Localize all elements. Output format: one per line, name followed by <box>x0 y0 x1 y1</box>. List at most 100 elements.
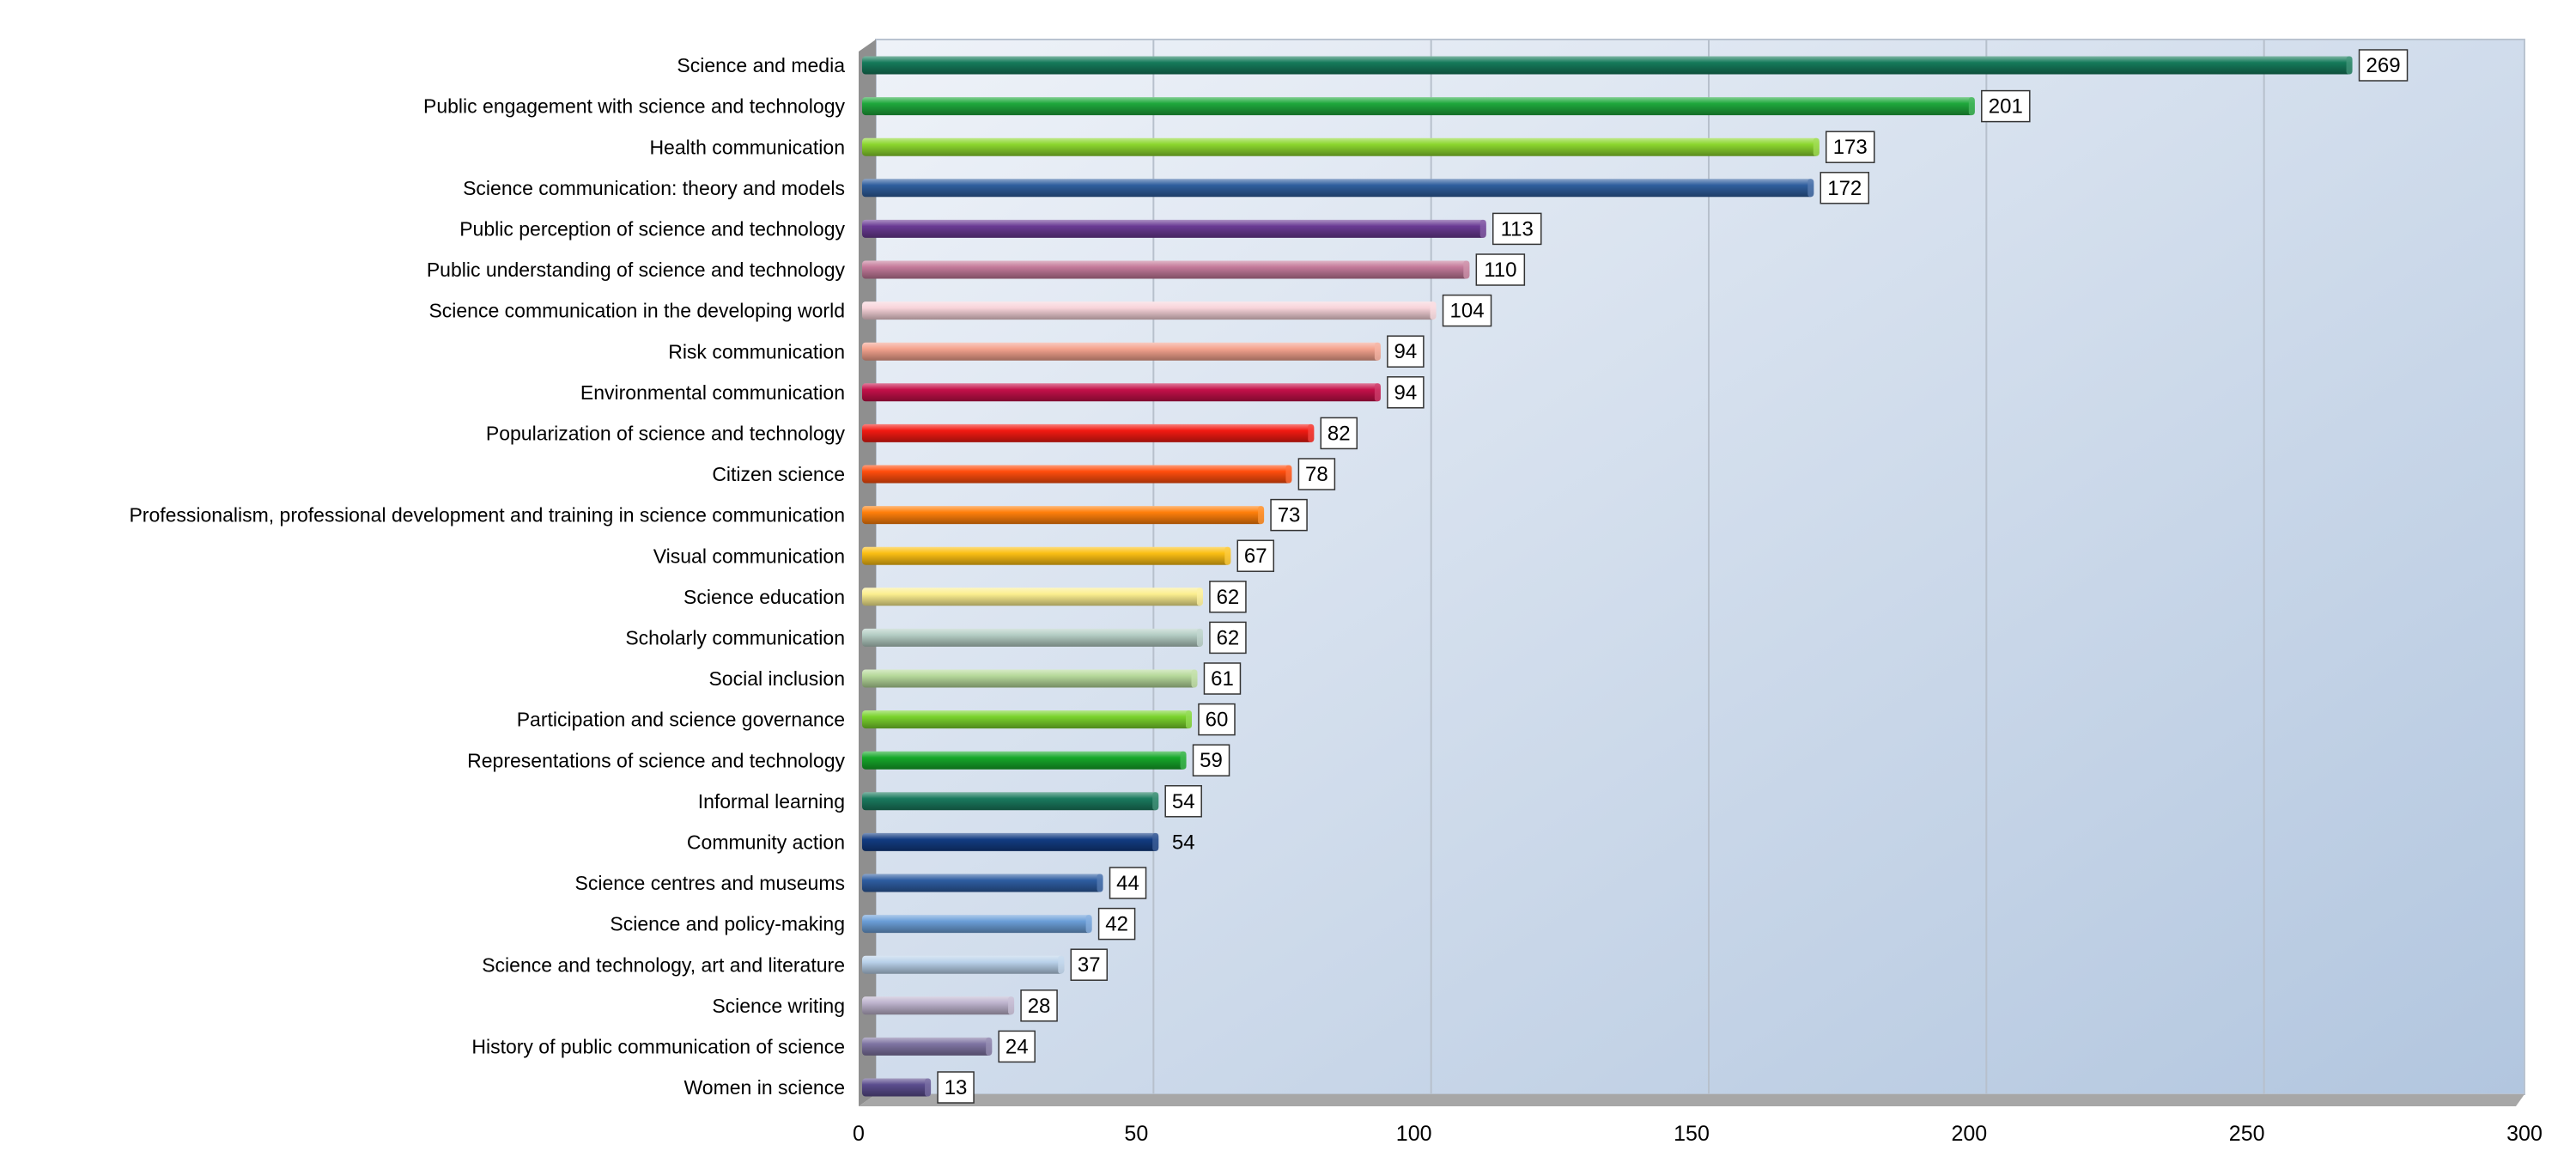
category-label: Public understanding of science and tech… <box>427 259 846 281</box>
bar[interactable] <box>862 669 1198 688</box>
bar-end-cap <box>1097 874 1103 892</box>
bar[interactable] <box>862 874 1103 892</box>
data-label-box <box>1164 785 1202 818</box>
bar[interactable] <box>862 832 1159 851</box>
plot-area <box>875 39 2525 1095</box>
bar-end-cap <box>1180 751 1187 770</box>
bar-end-cap <box>1308 423 1315 442</box>
data-label: 113 <box>1501 217 1534 240</box>
data-label: 54 <box>1172 790 1195 813</box>
category-label: Participation and science governance <box>517 709 845 731</box>
data-label: 82 <box>1327 422 1351 445</box>
bar-end-cap <box>1191 669 1198 688</box>
data-label: 62 <box>1217 586 1240 609</box>
bar-end-cap <box>1374 383 1381 402</box>
category-label: Women in science <box>684 1076 846 1099</box>
data-label: 59 <box>1200 749 1223 772</box>
data-label-box <box>1320 417 1358 450</box>
data-label-box <box>2358 49 2409 82</box>
bar[interactable] <box>862 260 1470 279</box>
x-tick-label: 300 <box>2506 1122 2543 1146</box>
data-label-box <box>1825 131 1875 163</box>
bar[interactable] <box>862 465 1292 484</box>
category-label: Environmental communication <box>580 381 845 404</box>
data-label-box <box>1198 703 1236 736</box>
bar-end-cap <box>1968 97 1975 116</box>
data-label: 78 <box>1305 463 1328 486</box>
bar[interactable] <box>862 506 1265 525</box>
bar-end-cap <box>1813 137 1820 156</box>
x-tick-label: 0 <box>853 1122 865 1146</box>
data-label: 201 <box>1989 95 2023 119</box>
bar[interactable] <box>862 219 1486 238</box>
bar[interactable] <box>862 751 1187 770</box>
category-label: Health communication <box>649 136 845 158</box>
bar-end-cap <box>1152 792 1159 811</box>
data-label-box <box>1192 744 1230 776</box>
data-label: 42 <box>1105 913 1128 936</box>
category-label: Science writing <box>712 995 845 1017</box>
data-label-box <box>1070 948 1109 981</box>
data-label: 110 <box>1484 259 1516 282</box>
category-label: Scholarly communication <box>625 626 845 648</box>
data-label: 44 <box>1116 872 1139 895</box>
x-tick-label: 100 <box>1396 1122 1432 1146</box>
bar-end-cap <box>1058 955 1065 974</box>
data-label: 37 <box>1078 953 1101 977</box>
bar[interactable] <box>862 710 1192 729</box>
bar[interactable] <box>862 423 1315 442</box>
data-label-box <box>1442 294 1492 327</box>
category-label: Science and policy-making <box>610 913 845 935</box>
data-label: 28 <box>1028 995 1051 1018</box>
data-label: 73 <box>1278 504 1301 527</box>
bar[interactable] <box>862 342 1381 361</box>
bar[interactable] <box>862 179 1814 198</box>
bar-end-cap <box>1285 465 1292 484</box>
bar-end-cap <box>1807 179 1814 198</box>
bar-end-cap <box>1196 588 1203 606</box>
bar[interactable] <box>862 301 1437 320</box>
x-tick-label: 150 <box>1674 1122 1710 1146</box>
data-label-box <box>1097 907 1136 941</box>
data-label-box <box>1270 498 1308 532</box>
data-label: 94 <box>1394 340 1418 363</box>
data-label: 61 <box>1211 667 1234 691</box>
bar[interactable] <box>862 137 1820 156</box>
plot-floor <box>859 1094 2524 1106</box>
bar[interactable] <box>862 97 1975 116</box>
bar-end-cap <box>1374 342 1381 361</box>
bar-end-cap <box>1258 506 1265 525</box>
data-label-box <box>1209 621 1247 655</box>
bar[interactable] <box>862 546 1231 565</box>
x-tick-label: 250 <box>2229 1122 2265 1146</box>
bar[interactable] <box>862 56 2353 75</box>
category-label: Science education <box>683 586 845 608</box>
category-label: Popularization of science and technology <box>486 422 846 444</box>
bar[interactable] <box>862 1037 993 1056</box>
category-label: Science communication in the developing … <box>428 300 845 322</box>
data-label: 24 <box>1005 1035 1029 1058</box>
data-label: 269 <box>2366 54 2401 77</box>
bar[interactable] <box>862 996 1015 1015</box>
bar-end-cap <box>1186 710 1192 729</box>
data-label: 104 <box>1450 300 1485 323</box>
bar[interactable] <box>862 792 1159 811</box>
data-label-box <box>1981 89 2031 123</box>
bar[interactable] <box>862 915 1092 934</box>
data-label: 173 <box>1833 136 1868 159</box>
data-label: 172 <box>1827 177 1862 200</box>
category-label: Visual communication <box>653 545 845 567</box>
bar[interactable] <box>862 1078 932 1097</box>
data-label-box <box>1297 458 1336 490</box>
category-label: Science communication: theory and models <box>463 177 845 199</box>
category-label: Science and technology, art and literatu… <box>482 953 845 976</box>
x-tick-label: 50 <box>1124 1122 1148 1146</box>
category-label: Public engagement with science and techn… <box>423 95 845 118</box>
bar[interactable] <box>862 628 1203 647</box>
bar-end-cap <box>986 1037 993 1056</box>
bar[interactable] <box>862 955 1065 974</box>
bar[interactable] <box>862 383 1381 402</box>
bar[interactable] <box>862 588 1203 606</box>
